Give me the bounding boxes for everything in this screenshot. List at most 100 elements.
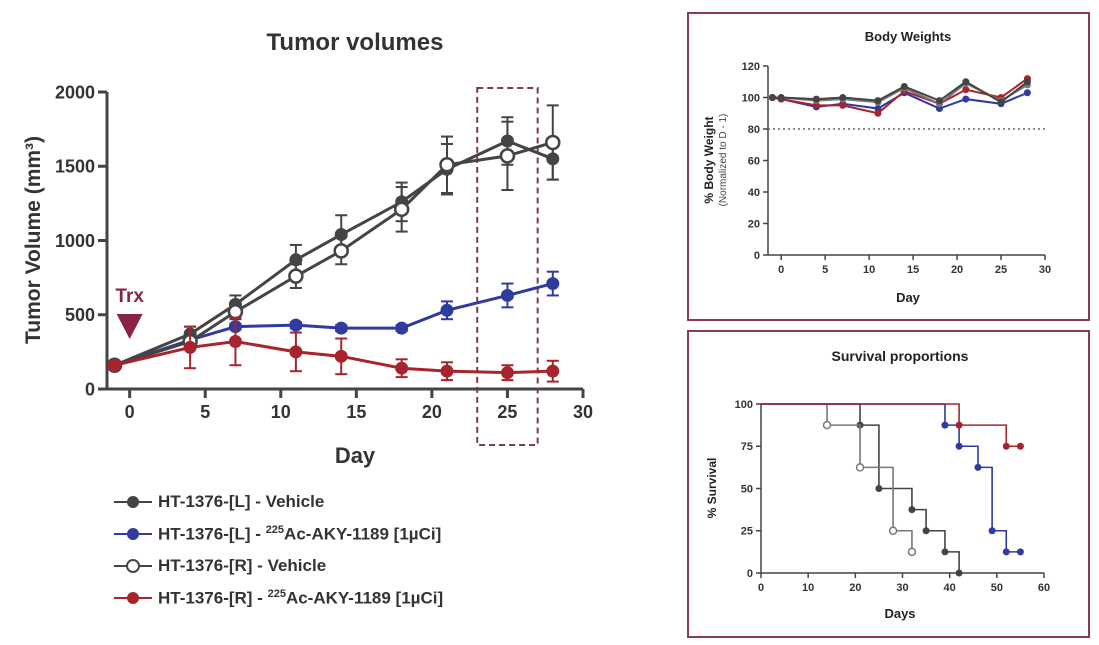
series-line: [772, 77, 1028, 115]
legend-item: HT-1376-[R] - Vehicle: [112, 550, 443, 582]
series-line: [114, 339, 553, 375]
data-point: [997, 98, 1005, 106]
trx-arrow-icon: [116, 314, 143, 339]
y-tick-label: 2000: [55, 82, 95, 102]
data-point: [183, 340, 197, 354]
legend-item: HT-1376-[R] - 225Ac-AKY-1189 [1µCi]: [112, 582, 443, 614]
data-point: [839, 94, 847, 101]
data-point: [288, 268, 304, 284]
series-line: [114, 141, 554, 367]
data-point: [955, 569, 963, 577]
y-tick-label: 25: [741, 526, 753, 538]
legend-label: HT-1376-[L] - 225Ac-AKY-1189 [1µCi]: [158, 523, 442, 544]
x-tick-label: 15: [346, 402, 366, 422]
data-point: [988, 527, 996, 535]
data-point: [908, 506, 916, 514]
body-weights-y-label: % Body Weight: [702, 116, 716, 203]
legend-item: HT-1376-[L] - Vehicle: [112, 486, 443, 518]
data-point: [1023, 89, 1031, 97]
y-tick-label: 100: [742, 92, 760, 104]
y-tick-label: 0: [747, 568, 753, 580]
legend-marker-blue: [114, 528, 152, 540]
body-weights-y-sublabel: (Normalized to D - 1): [718, 114, 729, 207]
data-point: [812, 95, 820, 103]
x-tick-label: 30: [573, 402, 593, 422]
data-point: [839, 101, 847, 109]
data-point: [440, 364, 454, 378]
x-tick-label: 40: [944, 582, 956, 594]
x-tick-label: 20: [422, 402, 442, 422]
survival-series-1: [761, 403, 917, 557]
data-point: [955, 442, 963, 450]
data-point: [440, 303, 454, 317]
data-point: [768, 94, 776, 101]
data-point: [855, 463, 865, 472]
legend-marker-dark-filled: [114, 496, 152, 508]
x-tick-label: 30: [896, 582, 908, 594]
legend-marker-red: [114, 592, 152, 604]
data-point: [1002, 548, 1010, 556]
data-point: [822, 420, 832, 430]
chart-title: Tumor volumes: [267, 29, 444, 56]
x-tick-label: 15: [907, 264, 919, 276]
data-point: [289, 318, 303, 332]
legend-label: HT-1376-[R] - 225Ac-AKY-1189 [1µCi]: [158, 587, 444, 608]
y-tick-label: 0: [85, 379, 95, 399]
data-point: [941, 548, 949, 556]
y-tick-label: 0: [754, 250, 760, 262]
data-point: [900, 82, 908, 90]
data-point: [289, 345, 303, 359]
x-tick-label: 25: [995, 264, 1007, 276]
y-tick-label: 50: [741, 483, 753, 495]
y-tick-label: 80: [748, 124, 760, 136]
data-point: [1016, 548, 1024, 556]
x-tick-label: 0: [125, 402, 135, 422]
y-tick-label: 500: [65, 305, 95, 325]
y-tick-label: 1500: [55, 157, 95, 177]
data-point: [935, 97, 943, 105]
data-point: [941, 421, 949, 429]
data-point: [439, 157, 455, 173]
legend-item: HT-1376-[L] - 225Ac-AKY-1189 [1µCi]: [112, 518, 443, 550]
data-point: [874, 97, 882, 105]
data-point: [1023, 78, 1031, 86]
body-weights-chart: Body Weights Day % Body Weight (Normaliz…: [702, 29, 1051, 305]
data-point: [955, 421, 963, 429]
data-point: [228, 334, 242, 348]
data-point: [1016, 442, 1024, 450]
series-line: [114, 282, 554, 367]
data-point: [545, 134, 561, 151]
data-point: [974, 463, 982, 471]
tumor-volume-chart: Tumor volumes Day Tumor Volume (mm³) 0 5 1…: [22, 29, 593, 468]
data-point: [333, 243, 349, 259]
survival-x-label: Days: [884, 606, 915, 621]
series-3: [108, 316, 560, 383]
body-weights-x-label: Day: [896, 290, 921, 305]
x-tick-label: 10: [863, 264, 875, 276]
legend: HT-1376-[L] - Vehicle HT-1376-[L] - 225A…: [112, 486, 443, 614]
data-point: [334, 321, 348, 335]
trx-label: Trx: [115, 286, 144, 307]
x-tick-label: 50: [991, 582, 1003, 594]
x-tick-label: 20: [951, 264, 963, 276]
data-point: [962, 86, 970, 94]
data-point: [334, 349, 348, 363]
x-tick-label: 10: [271, 402, 291, 422]
survival-step-line: [761, 403, 1021, 553]
survival-y-label: % Survival: [705, 458, 719, 519]
series-1: [108, 270, 560, 372]
y-tick-label: 60: [748, 155, 760, 167]
data-point: [395, 361, 409, 375]
data-point: [888, 526, 898, 535]
y-tick-label: 120: [742, 61, 760, 73]
x-tick-label: 60: [1038, 582, 1050, 594]
survival-step-line: [761, 403, 1021, 448]
x-axis-label: Day: [335, 443, 376, 468]
x-tick-label: 5: [200, 402, 210, 422]
data-point: [499, 148, 516, 164]
data-point: [393, 201, 410, 218]
data-point: [907, 547, 917, 557]
data-point: [289, 253, 303, 267]
body-weights-title: Body Weights: [865, 29, 951, 44]
